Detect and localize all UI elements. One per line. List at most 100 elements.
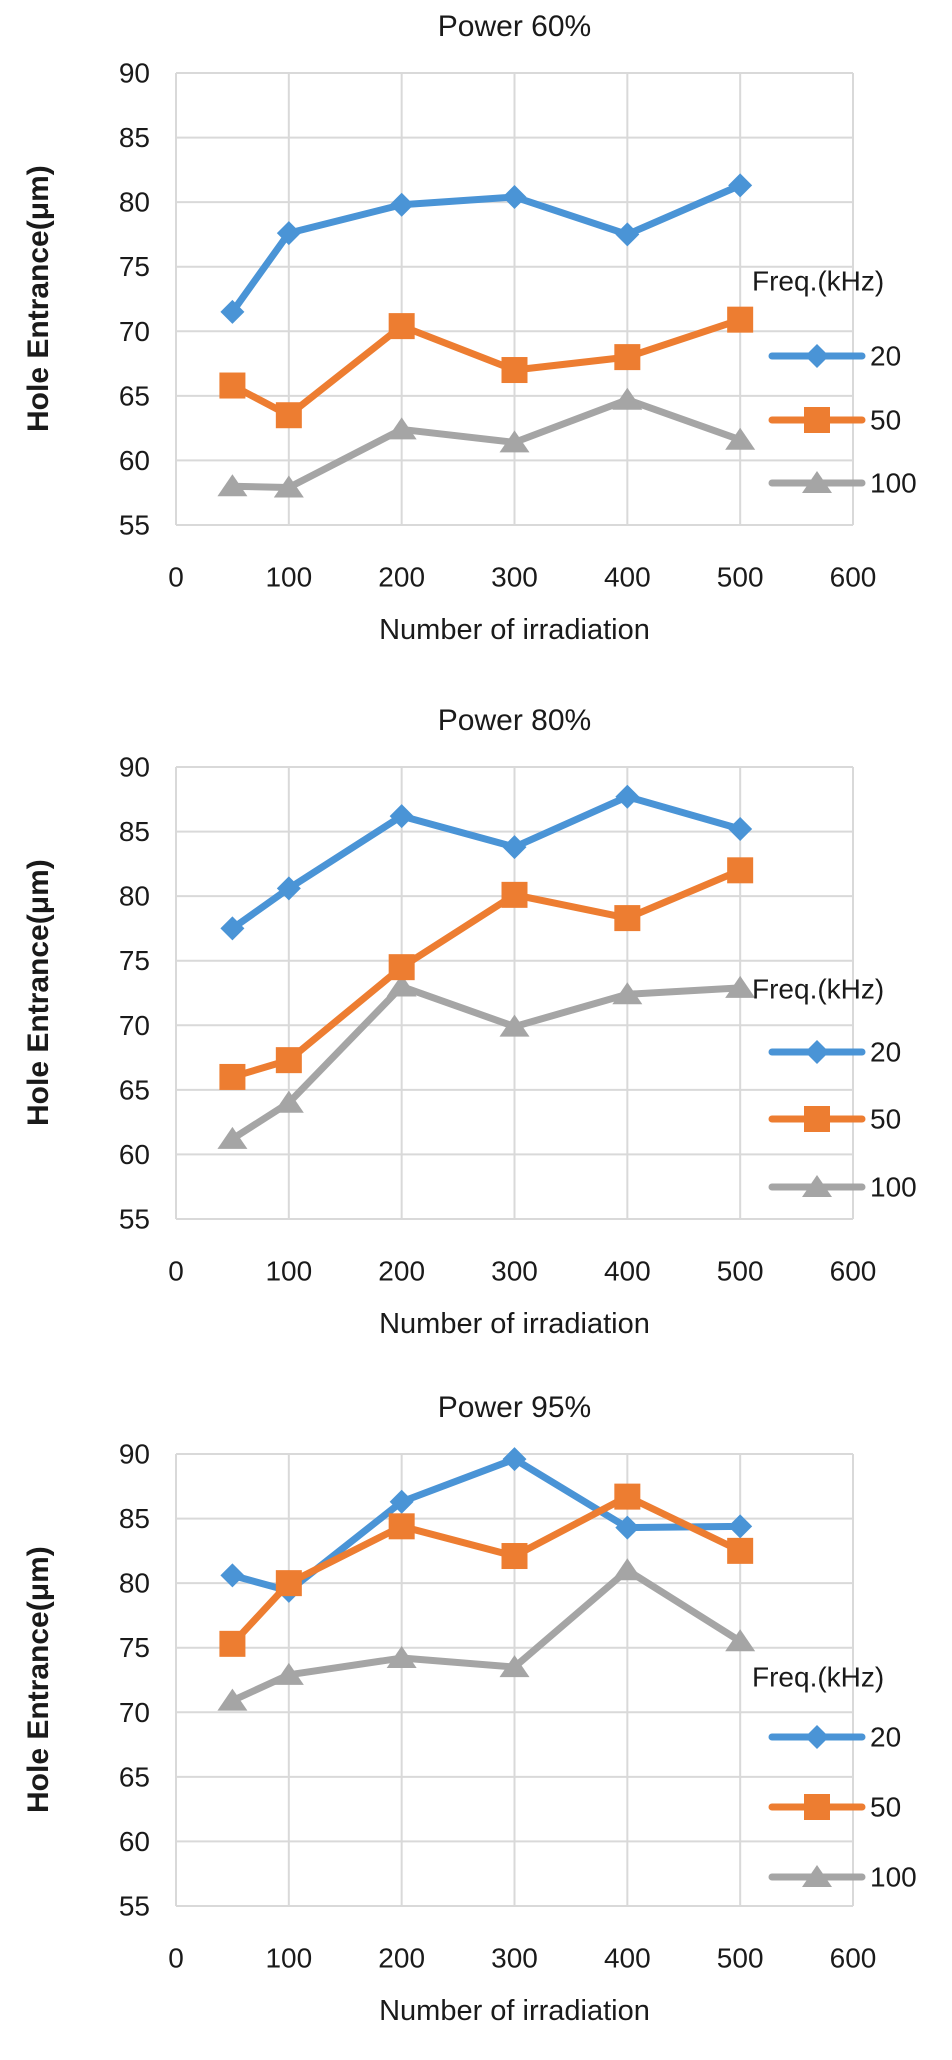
legend-100khz-triangle-marker [802,1175,832,1197]
point-100khz-x200-triangle-marker [386,417,417,440]
x-tick-label: 300 [491,1256,538,1287]
point-20khz-x300-diamond-marker [502,1447,527,1472]
x-tick-label: 100 [265,1943,312,1974]
point-100khz-x50-triangle-marker [217,1126,248,1149]
series-line-50khz [228,316,744,419]
y-tick-label: 60 [119,445,150,476]
y-tick-label: 60 [119,1826,150,1857]
point-20khz-x50-diamond-marker [220,1563,245,1588]
point-50khz-x200-square-marker [388,313,415,340]
chart-title: Power 95% [437,1391,592,1424]
x-tick-label: 400 [604,1943,651,1974]
x-tick-label: 0 [168,1943,184,1974]
point-50khz-x500-square-marker [727,306,754,333]
legend-100khz-triangle-marker [802,471,832,493]
point-50khz-x200-square-marker [388,954,415,981]
legend-entry-label: 100 [870,1172,917,1203]
series-line-100khz [228,396,744,492]
line-chart-power-80: 90 85 80 75 70 65 60 55 0 100 200 300 400 500 600 Freq.… [0,686,952,1373]
legend-title: Freq.(kHz) [752,974,884,1005]
point-100khz-x300-triangle-marker [499,1014,530,1037]
legend-entry-label: 50 [870,1104,901,1135]
legend-entry-label: 100 [870,1862,917,1893]
series-line-20khz [228,181,744,316]
point-50khz-x500-square-marker [727,857,754,884]
chart-title: Power 60% [437,10,592,43]
y-tick-label: 65 [119,1074,150,1105]
point-100khz-x400-triangle-marker [612,982,643,1005]
y-tick-label: 65 [119,1761,150,1792]
point-50khz-x50-square-marker [219,1630,246,1657]
x-tick-label: 200 [378,1256,425,1287]
point-20khz-x500-diamond-marker [728,173,753,198]
point-20khz-x500-diamond-marker [728,1514,753,1539]
point-100khz-x200-triangle-marker [386,974,417,997]
chart-title: Power 80% [437,704,592,737]
point-50khz-x300-square-marker [501,1543,528,1570]
y-tick-label: 55 [119,1891,150,1922]
y-tick-label: 85 [119,1503,150,1534]
y-tick-label: 80 [119,187,150,218]
legend-50khz-square-marker [804,1794,830,1820]
point-100khz-x100-triangle-marker [273,1662,304,1685]
point-50khz-x300-square-marker [501,881,528,908]
y-tick-label: 80 [119,881,150,912]
y-tick-label: 80 [119,1568,150,1599]
x-tick-label: 300 [491,562,538,593]
point-50khz-x500-square-marker [727,1537,754,1564]
point-20khz-x400-diamond-marker [615,1515,640,1540]
x-axis-title: Number of irradiation [379,1308,650,1340]
x-tick-label: 600 [830,1256,877,1287]
point-20khz-x50-diamond-marker [220,916,245,941]
series-line-20khz [228,793,744,932]
point-50khz-x400-square-marker [614,905,641,932]
y-axis-title: Hole Entrance(μm) [22,1546,55,1814]
y-tick-label: 70 [119,316,150,347]
point-50khz-x50-square-marker [219,1063,246,1090]
point-100khz-x400-triangle-marker [612,1558,643,1581]
legend-20khz-diamond-marker [805,1725,829,1749]
y-tick-label: 75 [119,251,150,282]
y-tick-label: 90 [119,752,150,783]
point-20khz-x50-diamond-marker [220,299,245,324]
legend-entry-label: 50 [870,1792,901,1823]
point-100khz-x300-triangle-marker [499,1655,530,1678]
x-axis-title: Number of irradiation [379,1995,650,2027]
legend-title: Freq.(kHz) [752,1662,884,1693]
point-100khz-x500-triangle-marker [725,1629,756,1652]
point-20khz-x300-diamond-marker [502,835,527,860]
plot-area-power-60: 90 85 80 75 70 65 60 55 0 100 200 300 400 500 600 Freq.… [119,58,917,593]
y-tick-label: 55 [119,510,150,541]
x-tick-label: 600 [830,562,877,593]
point-100khz-x100-triangle-marker [273,475,304,498]
point-100khz-x200-triangle-marker [386,1646,417,1669]
point-100khz-x500-triangle-marker [725,975,756,998]
point-50khz-x200-square-marker [388,1513,415,1540]
x-tick-label: 300 [491,1943,538,1974]
x-tick-label: 500 [717,562,764,593]
x-axis-title: Number of irradiation [379,614,650,646]
x-tick-label: 400 [604,1256,651,1287]
legend-20khz-diamond-marker [805,1040,829,1064]
point-50khz-x100-square-marker [275,402,302,429]
legend-20khz-diamond-marker [805,344,829,368]
y-tick-label: 85 [119,122,150,153]
y-tick-label: 90 [119,1439,150,1470]
point-20khz-x400-diamond-marker [615,784,640,809]
x-tick-label: 0 [168,562,184,593]
point-100khz-x500-triangle-marker [725,427,756,450]
line-chart-power-60: 90 85 80 75 70 65 60 55 0 100 200 300 400 500 600 Freq.… [0,0,952,686]
y-axis-title: Hole Entrance(μm) [22,859,55,1127]
y-tick-label: 70 [119,1010,150,1041]
point-20khz-x100-diamond-marker [276,221,301,246]
x-tick-label: 200 [378,562,425,593]
legend-entry-label: 20 [870,1722,901,1753]
x-tick-label: 500 [717,1256,764,1287]
y-axis-title: Hole Entrance(μm) [22,165,55,433]
line-chart-power-95: 90 85 80 75 70 65 60 55 0 100 200 300 400 500 600 Freq.… [0,1373,952,2060]
point-100khz-x100-triangle-marker [273,1090,304,1113]
legend-entry-label: 20 [870,341,901,372]
point-20khz-x100-diamond-marker [276,876,301,901]
point-20khz-x200-diamond-marker [389,192,414,217]
